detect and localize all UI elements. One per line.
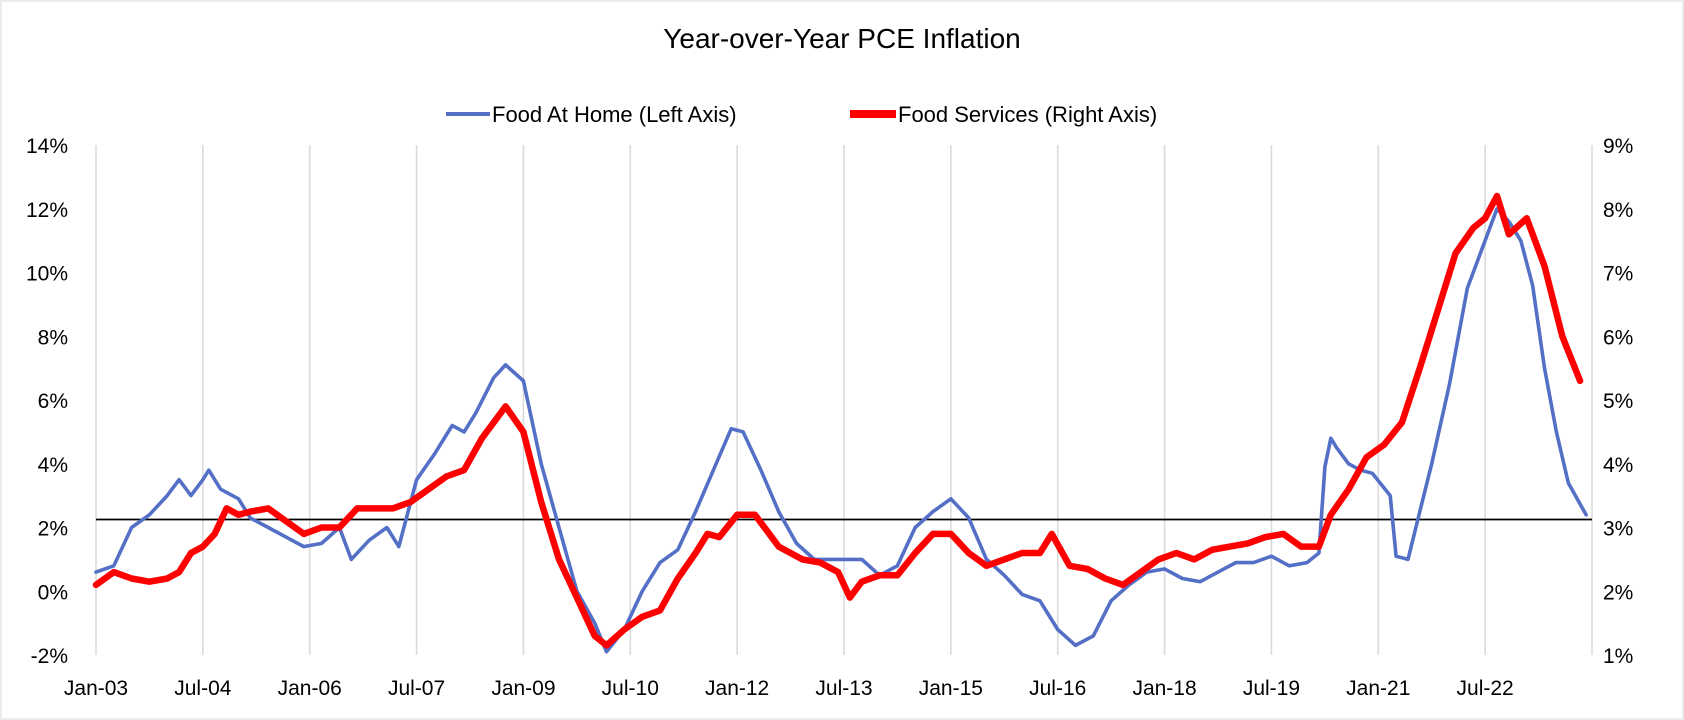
x-tick-label: Jan-18	[1132, 677, 1196, 700]
x-tick-label: Jan-06	[278, 677, 342, 700]
y-left-tick-label: 2%	[38, 518, 68, 541]
y-right-tick-label: 7%	[1603, 263, 1633, 286]
axes: Jan-03 Jul-04 Jan-06 Jul-07 Jan-09 Jul-10 Jan-…	[26, 135, 1633, 700]
x-tick-label: Jul-04	[174, 677, 232, 700]
chart-title: Year-over-Year PCE Inflation	[663, 23, 1020, 54]
x-tick-label: Jan-21	[1346, 677, 1410, 700]
series-line-food-services	[92, 192, 1584, 649]
x-tick-label: Jan-03	[64, 677, 128, 700]
y-right-tick-label: 3%	[1603, 518, 1633, 541]
series	[92, 192, 1588, 654]
y-right-tick-label: 4%	[1603, 454, 1633, 477]
y-left-tick-label: 10%	[26, 263, 68, 286]
legend-label-food-at-home: Food At Home (Left Axis)	[492, 102, 737, 127]
x-tick-label: Jan-12	[705, 677, 769, 700]
y-left-tick-label: -2%	[31, 645, 68, 668]
x-tick-label: Jul-07	[388, 677, 445, 700]
legend: Food At Home (Left Axis) Food Services (…	[446, 102, 1157, 127]
x-tick-label: Jan-09	[491, 677, 555, 700]
y-left-tick-label: 8%	[38, 326, 68, 349]
x-tick-label: Jul-19	[1243, 677, 1300, 700]
x-tick-label: Jul-22	[1457, 677, 1514, 700]
y-right-tick-label: 8%	[1603, 199, 1633, 222]
x-tick-label: Jul-10	[602, 677, 659, 700]
y-left-tick-label: 14%	[26, 135, 68, 158]
x-tick-label: Jan-15	[919, 677, 983, 700]
y-left-tick-label: 0%	[38, 581, 68, 604]
y-right-tick-label: 5%	[1603, 390, 1633, 413]
legend-label-food-services: Food Services (Right Axis)	[898, 102, 1157, 127]
x-tick-label: Jul-13	[815, 677, 872, 700]
y-left-tick-label: 12%	[26, 199, 68, 222]
y-right-tick-label: 9%	[1603, 135, 1633, 158]
y-right-tick-label: 6%	[1603, 326, 1633, 349]
y-left-tick-label: 4%	[38, 454, 68, 477]
y-left-tick-label: 6%	[38, 390, 68, 413]
y-right-tick-label: 1%	[1603, 645, 1633, 668]
x-tick-label: Jul-16	[1029, 677, 1086, 700]
y-right-tick-label: 2%	[1603, 581, 1633, 604]
